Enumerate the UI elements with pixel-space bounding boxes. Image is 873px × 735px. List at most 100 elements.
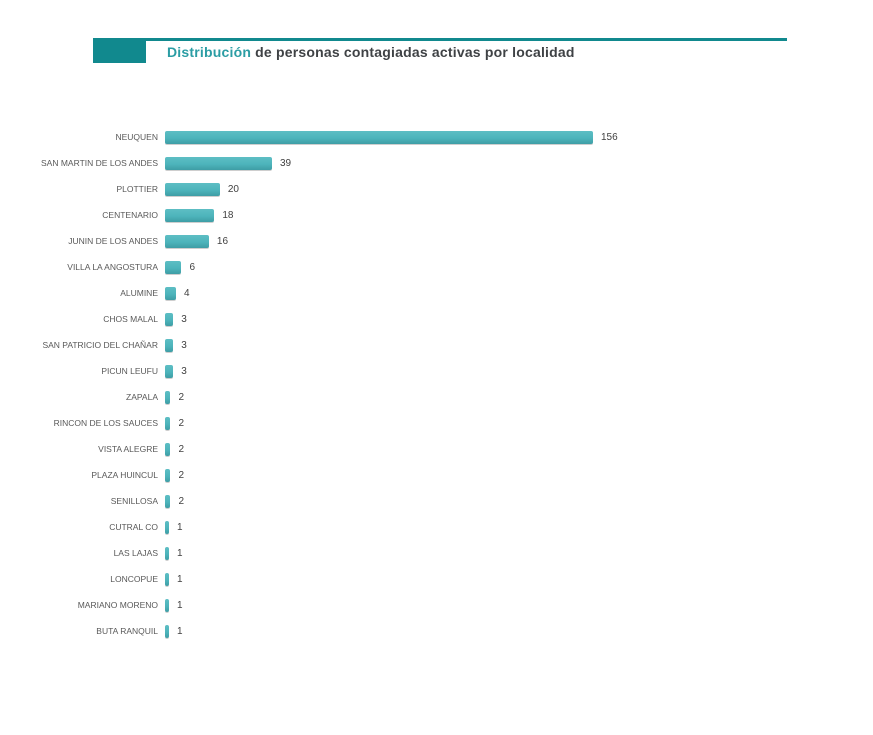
value-label: 2	[178, 469, 185, 481]
value-label: 2	[178, 417, 185, 429]
bar-track: 2	[165, 436, 820, 462]
bar-track: 2	[165, 462, 820, 488]
bar-row: RINCON DE LOS SAUCES 2	[40, 410, 820, 436]
bar-track: 3	[165, 306, 820, 332]
bar-track: 18	[165, 202, 820, 228]
bar	[165, 572, 169, 586]
header-accent-rect	[93, 38, 146, 63]
bar-row: NEUQUEN 156	[40, 124, 820, 150]
bar-track: 20	[165, 176, 820, 202]
bar	[165, 390, 171, 404]
bar-row: JUNIN DE LOS ANDES 16	[40, 228, 820, 254]
category-label: ZAPALA	[126, 392, 158, 402]
value-label: 3	[181, 339, 187, 351]
bar	[165, 208, 215, 222]
bar-row: PLAZA HUINCUL 2	[40, 462, 820, 488]
bar-row: CUTRAL CO 1	[40, 514, 820, 540]
bar-row: PLOTTIER 20	[40, 176, 820, 202]
value-label: 1	[177, 547, 183, 559]
value-label: 3	[181, 365, 187, 377]
bar-row: MARIANO MORENO 1	[40, 592, 820, 618]
bar	[165, 156, 272, 170]
bar-track: 4	[165, 280, 820, 306]
bar-row: BUTA RANQUIL 1	[40, 618, 820, 644]
bar-row: CENTENARIO 18	[40, 202, 820, 228]
bar	[165, 260, 182, 274]
value-label: 18	[222, 209, 234, 221]
bar-row: SAN PATRICIO DEL CHAÑAR 3	[40, 332, 820, 358]
bar-row: VISTA ALEGRE 2	[40, 436, 820, 462]
bar-track: 3	[165, 332, 820, 358]
category-label: BUTA RANQUIL	[96, 626, 158, 636]
bar-track: 1	[165, 514, 820, 540]
bar-chart: NEUQUEN 156 SAN MARTIN DE LOS ANDES 39 PLOTT…	[40, 124, 820, 644]
value-label: 3	[181, 313, 187, 325]
bar-track: 6	[165, 254, 820, 280]
bar-track: 156	[165, 124, 820, 150]
value-label: 1	[177, 521, 183, 533]
bar-row: CHOS MALAL 3	[40, 306, 820, 332]
header-accent-line	[146, 38, 787, 41]
category-label: RINCON DE LOS SAUCES	[53, 418, 158, 428]
bar-row: SAN MARTIN DE LOS ANDES 39	[40, 150, 820, 176]
category-label: PLOTTIER	[116, 184, 158, 194]
value-label: 16	[216, 235, 229, 247]
category-label: LAS LAJAS	[113, 548, 158, 558]
value-label: 6	[189, 261, 196, 273]
bar-track: 1	[165, 566, 820, 592]
bar-track: 2	[165, 488, 820, 514]
bar-row: LONCOPUE 1	[40, 566, 820, 592]
bar-track: 39	[165, 150, 820, 176]
bar	[165, 494, 171, 508]
category-label: CENTENARIO	[102, 210, 158, 220]
bar	[165, 442, 171, 456]
chart-title-highlight: Distribución	[167, 44, 252, 60]
category-label: MARIANO MORENO	[77, 600, 158, 610]
bar-track: 16	[165, 228, 820, 254]
value-label: 2	[178, 443, 185, 455]
value-label: 2	[178, 391, 185, 403]
category-label: JUNIN DE LOS ANDES	[68, 236, 158, 246]
value-label: 156	[601, 131, 618, 143]
bar-track: 1	[165, 618, 820, 644]
bar	[165, 286, 176, 300]
chart-title-rest: de personas contagiadas activas por loca…	[251, 44, 575, 60]
value-label: 1	[177, 573, 183, 585]
bar-row: PICUN LEUFU 3	[40, 358, 820, 384]
bar	[165, 416, 171, 430]
bar-track: 2	[165, 384, 820, 410]
bar-track: 1	[165, 540, 820, 566]
value-label: 4	[183, 287, 190, 299]
category-label: ALUMINE	[120, 288, 158, 298]
bar	[165, 338, 174, 352]
category-label: VISTA ALEGRE	[98, 444, 158, 454]
bar-track: 1	[165, 592, 820, 618]
bar	[165, 182, 220, 196]
bar	[165, 312, 174, 326]
bar	[165, 598, 169, 612]
category-label: SENILLOSA	[110, 496, 158, 506]
bar	[165, 546, 169, 560]
category-label: LONCOPUE	[110, 574, 158, 584]
category-label: CHOS MALAL	[103, 314, 158, 324]
category-label: SAN MARTIN DE LOS ANDES	[41, 158, 158, 168]
bar	[165, 624, 169, 638]
bar	[165, 364, 174, 378]
category-label: SAN PATRICIO DEL CHAÑAR	[42, 340, 158, 350]
category-label: VILLA LA ANGOSTURA	[67, 262, 158, 272]
value-label: 20	[227, 183, 239, 195]
category-label: PLAZA HUINCUL	[91, 470, 158, 480]
bar-row: ZAPALA 2	[40, 384, 820, 410]
chart-title: Distribución de personas contagiadas act…	[167, 44, 575, 60]
bar-row: SENILLOSA 2	[40, 488, 820, 514]
bar-track: 3	[165, 358, 820, 384]
value-label: 2	[178, 495, 185, 507]
bar-row: ALUMINE 4	[40, 280, 820, 306]
category-label: PICUN LEUFU	[101, 366, 158, 376]
bar-track: 2	[165, 410, 820, 436]
bar	[165, 234, 209, 248]
value-label: 39	[280, 157, 292, 169]
bar	[165, 468, 171, 482]
value-label: 1	[177, 625, 183, 637]
